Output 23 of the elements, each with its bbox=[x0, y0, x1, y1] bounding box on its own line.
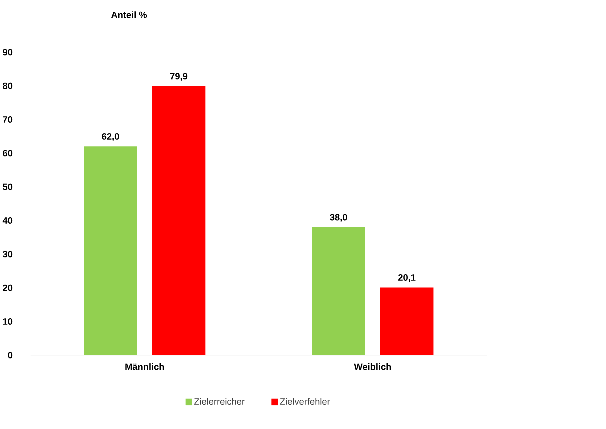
data-label: 79,9 bbox=[170, 73, 188, 82]
data-label: 62,0 bbox=[102, 134, 120, 142]
y-tick-label: 20 bbox=[3, 284, 13, 292]
legend-label: Zielverfehler bbox=[280, 398, 330, 406]
bar bbox=[152, 86, 206, 356]
y-tick-label: 30 bbox=[2, 251, 13, 258]
y-tick-label: 70 bbox=[3, 116, 13, 124]
y-tick-label: 50 bbox=[3, 184, 13, 190]
y-tick-label: 60 bbox=[3, 150, 13, 157]
bar bbox=[84, 146, 138, 356]
x-tick-label: Weiblich bbox=[354, 364, 392, 370]
data-label: 38,0 bbox=[330, 214, 348, 222]
y-axis-title: Anteil % bbox=[111, 12, 148, 19]
y-tick-label: 0 bbox=[8, 352, 13, 359]
legend-label: Zielerreicher bbox=[194, 398, 245, 406]
bar bbox=[380, 288, 434, 356]
y-tick-label: 80 bbox=[3, 83, 13, 90]
y-tick-label: 90 bbox=[3, 49, 13, 56]
y-tick-label: 10 bbox=[3, 318, 13, 326]
y-tick-label: 40 bbox=[2, 218, 13, 224]
data-label: 20,1 bbox=[398, 274, 416, 282]
bar bbox=[312, 228, 366, 356]
x-tick-label: Männlich bbox=[126, 364, 164, 370]
